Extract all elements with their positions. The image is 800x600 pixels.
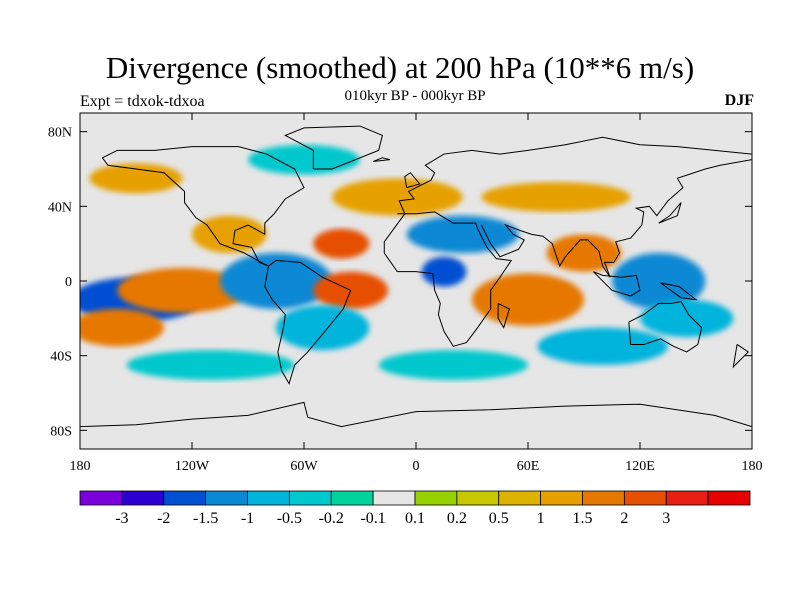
field-contour-region bbox=[276, 305, 370, 351]
coastline bbox=[660, 282, 698, 301]
colorbar-swatch bbox=[288, 490, 332, 506]
coastline bbox=[264, 259, 352, 385]
plot-subtitle: 010kyr BP - 000kyr BP bbox=[344, 88, 486, 104]
colorbar-label: 3 bbox=[662, 510, 670, 527]
coastline bbox=[658, 202, 682, 224]
colorbar-swatch bbox=[456, 490, 500, 506]
axis-ticks: 180 120W 60W 0 60E 120E 180 80N 40N 0 40S 80S bbox=[48, 113, 763, 474]
field-contour-region bbox=[406, 215, 519, 253]
field-contour-region bbox=[612, 253, 706, 309]
experiment-label: Expt = tdxok-tdxoa bbox=[80, 93, 205, 110]
colorbar-label: -0.1 bbox=[360, 510, 385, 527]
lat-tick-label: 80S bbox=[50, 424, 72, 439]
colorbar-swatch bbox=[372, 490, 416, 506]
colorbar: -3 -2 -1.5 -1 -0.5 -0.2 -0.1 0.1 0.2 0.5 1 1.5 2 3 bbox=[79, 490, 751, 527]
colorbar-label: 0.5 bbox=[489, 510, 509, 527]
lon-tick-label: 120E bbox=[625, 459, 655, 474]
field-contour-region bbox=[313, 228, 370, 259]
field-contour-region bbox=[248, 144, 360, 175]
colorbar-swatch bbox=[79, 490, 123, 506]
field-contour-region bbox=[378, 350, 528, 380]
lon-tick-label: 60W bbox=[290, 459, 318, 474]
colorbar-label: -2 bbox=[157, 510, 170, 527]
field-contour-region bbox=[640, 299, 734, 338]
lat-tick-label: 0 bbox=[65, 275, 72, 290]
lat-tick-label: 80N bbox=[48, 126, 72, 141]
colorbar-swatch bbox=[163, 490, 207, 506]
colorbar-swatch bbox=[540, 490, 583, 506]
season-label: DJF bbox=[724, 92, 754, 109]
colorbar-swatch bbox=[247, 490, 290, 506]
colorbar-swatch bbox=[665, 490, 709, 506]
coastline bbox=[732, 344, 750, 369]
lon-tick-label: 120W bbox=[175, 459, 210, 474]
colorbar-swatch bbox=[205, 490, 248, 506]
lat-tick-label: 40N bbox=[48, 200, 72, 215]
lat-tick-label: 40S bbox=[50, 350, 72, 365]
coastline bbox=[383, 211, 513, 347]
colorbar-swatch bbox=[582, 490, 625, 506]
colorbar-label: 0.1 bbox=[405, 510, 425, 527]
colorbar-label: 0.2 bbox=[447, 510, 467, 527]
coastline bbox=[404, 172, 421, 189]
colorbar-swatch bbox=[330, 490, 374, 506]
field-contour-region bbox=[126, 350, 295, 380]
coastline bbox=[284, 125, 383, 170]
field-contour-region bbox=[472, 273, 584, 326]
lon-tick-label: 60E bbox=[517, 459, 540, 474]
coastline bbox=[372, 157, 390, 163]
colorbar-swatch bbox=[498, 490, 542, 506]
coastlines bbox=[80, 125, 752, 428]
coastline bbox=[628, 300, 703, 353]
plot-title: Divergence (smoothed) at 200 hPa (10**6 … bbox=[105, 50, 695, 85]
colorbar-swatch bbox=[623, 490, 667, 506]
field-contour-region bbox=[537, 327, 669, 366]
field-contour-region bbox=[421, 256, 467, 287]
lon-tick-label: 180 bbox=[70, 459, 91, 474]
coastline bbox=[480, 159, 752, 278]
field-contour-region bbox=[117, 267, 248, 313]
colorbar-swatch bbox=[121, 490, 165, 506]
coastline bbox=[80, 401, 752, 428]
colorbar-label: -3 bbox=[115, 510, 128, 527]
field-contour-region bbox=[80, 309, 164, 347]
coastline bbox=[592, 271, 641, 297]
coastline bbox=[397, 136, 752, 215]
field-contour-region bbox=[89, 163, 183, 194]
colorbar-label: -1.5 bbox=[193, 510, 218, 527]
colorbar-label: -1 bbox=[241, 510, 254, 527]
colorbar-label: -0.2 bbox=[319, 510, 344, 527]
colorbar-swatch bbox=[707, 490, 751, 506]
field-contour-region bbox=[220, 253, 332, 309]
colorbar-label: 2 bbox=[620, 510, 628, 527]
colorbar-swatch bbox=[414, 490, 458, 506]
field-contour-region bbox=[481, 182, 631, 212]
field-contour-region bbox=[332, 178, 463, 216]
lon-tick-label: 0 bbox=[413, 459, 420, 474]
coastline bbox=[102, 146, 305, 267]
lon-tick-label: 180 bbox=[742, 459, 763, 474]
colorbar-label: -0.5 bbox=[277, 510, 302, 527]
colorbar-label: 1 bbox=[537, 510, 545, 527]
field-contour-region bbox=[546, 234, 622, 272]
colorbar-label: 1.5 bbox=[573, 510, 593, 527]
coastline bbox=[497, 302, 510, 329]
